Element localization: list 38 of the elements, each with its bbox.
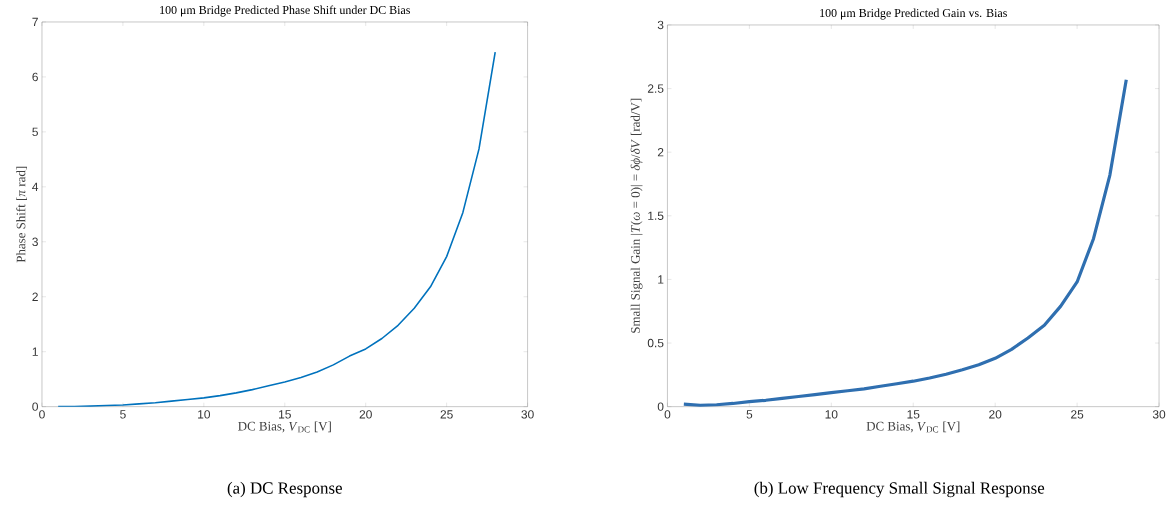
y-axis-title: Phase Shift [π rad] xyxy=(16,166,27,263)
y-tick-label: 3 xyxy=(32,237,38,247)
x-axis-title: DC Bias, V$_{DC}$ [V] xyxy=(238,421,331,433)
y-tick-label: 1.5 xyxy=(648,211,664,221)
x-tick-label: 20 xyxy=(989,410,1002,419)
x-tick-label: 0 xyxy=(664,410,671,419)
x-tick-label: 0 xyxy=(39,410,45,419)
y-tick-label: 4 xyxy=(32,182,39,192)
y-tick-label: 2.5 xyxy=(647,84,664,94)
x-tick-label: 10 xyxy=(825,410,838,419)
y-tick-label: 5 xyxy=(32,127,38,137)
text: (a) DC Response xyxy=(227,482,342,498)
y-tick-label: 0.5 xyxy=(647,339,664,348)
y-tick-label: 7 xyxy=(32,18,38,27)
x-tick-label: 30 xyxy=(521,410,534,419)
x-tick-label: 25 xyxy=(1071,410,1084,419)
x-tick-label: 15 xyxy=(907,410,920,419)
chart-title: 100 μm Bridge Predicted Gain vs. Bias xyxy=(820,8,1007,20)
y-tick-label: 2 xyxy=(657,148,664,157)
x-tick-label: 30 xyxy=(1152,410,1166,419)
y-tick-label: 1 xyxy=(32,347,38,357)
x-tick-label: 20 xyxy=(359,410,372,419)
chart-title: 100 μm Bridge Predicted Phase Shift under DC Bias xyxy=(160,5,410,17)
text: (b) Low Frequency Small Signal Response xyxy=(754,482,1045,498)
text: Small Signal Gain |T(ω = 0)| = δϕ/δV [rad/V] xyxy=(630,99,643,334)
x-axis-title: DC Bias, V$_{DC}$ [V] xyxy=(866,421,960,433)
y-tick-label: 1 xyxy=(658,275,664,284)
y-tick-label: 3 xyxy=(657,20,664,30)
y-tick-label: 0 xyxy=(32,402,38,412)
y-tick-label: 6 xyxy=(32,72,38,82)
y-tick-label: 0 xyxy=(657,402,664,412)
x-tick-label: 5 xyxy=(120,410,126,419)
line-series xyxy=(682,78,1128,407)
x-tick-label: 10 xyxy=(198,410,211,419)
x-tick-label: 25 xyxy=(440,410,453,419)
x-tick-label: 5 xyxy=(746,410,753,419)
x-tick-label: 15 xyxy=(279,410,291,419)
y-tick-label: 2 xyxy=(32,292,38,302)
